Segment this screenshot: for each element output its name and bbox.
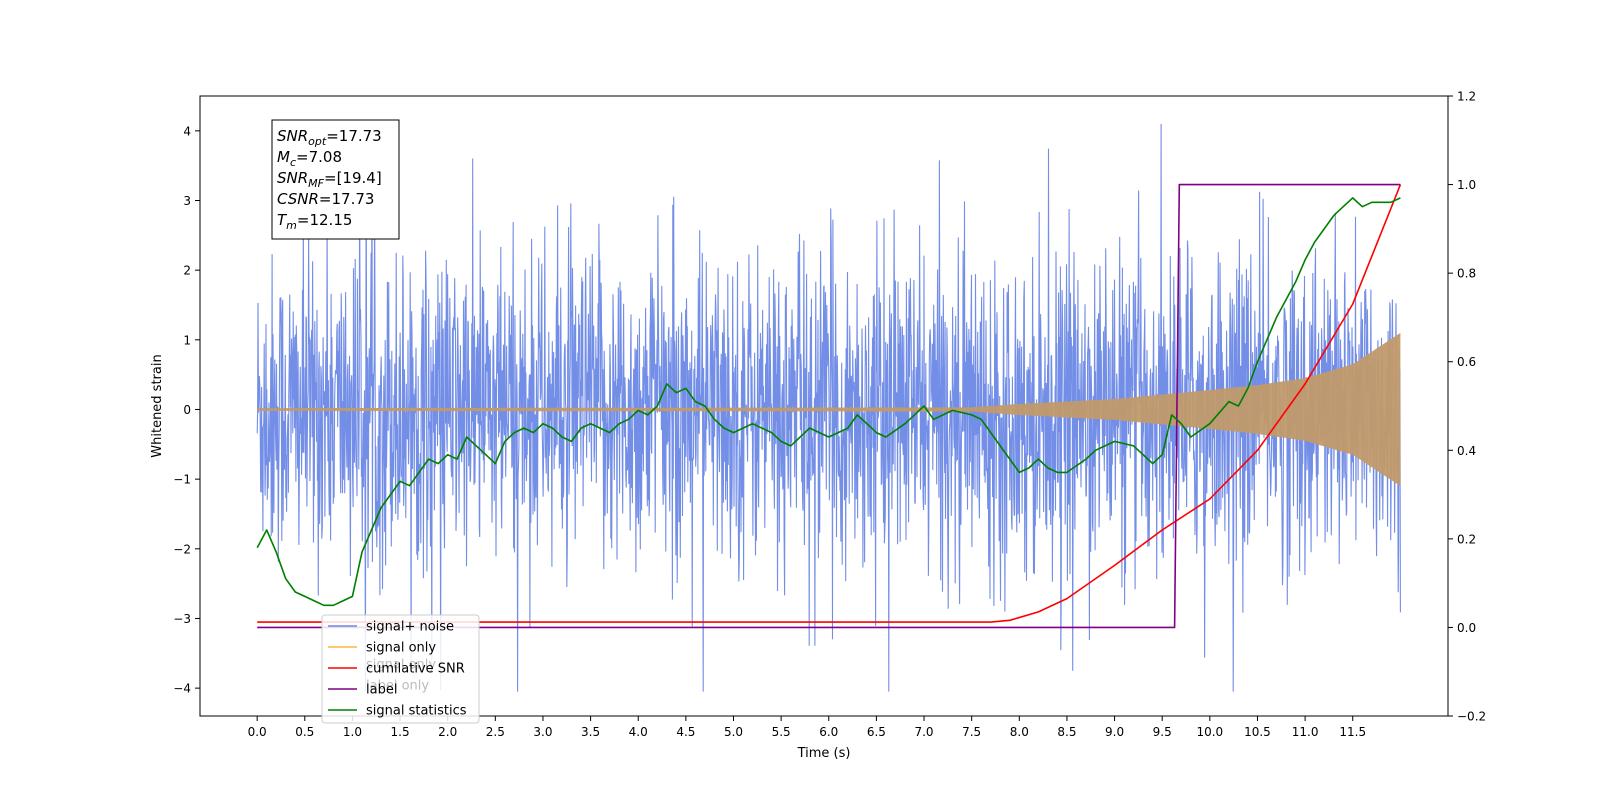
x-tick-label: 8.0 (1010, 725, 1029, 739)
x-tick-label: 4.0 (629, 725, 648, 739)
x-tick-label: 5.5 (772, 725, 791, 739)
x-tick-label: 1.0 (343, 725, 362, 739)
annotation-line: CSNR=17.73 (277, 190, 374, 208)
y-axis-right: 1.2 1.0 0.8 0.6 0.4 0.2 0.0 −0.2 (1448, 90, 1486, 724)
annotation-line: Mc=7.08 (277, 148, 342, 169)
y-tick-label-right: 1.2 (1457, 90, 1476, 104)
annotation-box: SNRopt=17.73Mc=7.08SNRMF=[19.4]CSNR=17.7… (271, 119, 400, 240)
x-tick-label: 5.0 (724, 725, 743, 739)
series-label (257, 183, 1401, 629)
plot-series (256, 123, 1402, 692)
x-tick-label: 4.5 (676, 725, 695, 739)
annotation-line: SNRMF=[19.4] (277, 169, 382, 190)
legend-frame (321, 614, 480, 724)
x-tick-label: 0.0 (248, 725, 267, 739)
x-tick-label: 3.0 (533, 725, 552, 739)
y-tick-label-left: −4 (173, 682, 191, 696)
y-axis-left: 4 3 2 1 0 −1 −2 −3 −4 (173, 124, 200, 696)
x-tick-label: 7.5 (962, 725, 981, 739)
y-tick-label-left: −3 (173, 612, 191, 626)
x-tick-label: 6.5 (867, 725, 886, 739)
annotation-line: SNRopt=17.73 (277, 127, 382, 148)
x-tick-label: 10.0 (1196, 725, 1223, 739)
y-tick-label-left: −2 (173, 542, 191, 556)
legend-label: signal statistics (366, 704, 467, 719)
legend: signal only label only signal+ noise signal… (321, 614, 480, 724)
y-tick-label-left: −1 (173, 473, 191, 487)
x-tick-label: 11.5 (1339, 725, 1366, 739)
legend-ghost-text: signal only (366, 658, 436, 673)
y-axis-label-left: Whitened strain (150, 354, 165, 457)
y-tick-label-left: 4 (183, 124, 191, 138)
y-tick-label-right: 0.2 (1457, 532, 1476, 546)
x-tick-label: 7.0 (914, 725, 933, 739)
x-tick-label: 9.0 (1105, 725, 1124, 739)
series-signal-only (257, 332, 1401, 487)
x-tick-label: 10.5 (1244, 725, 1271, 739)
x-tick-label: 6.0 (819, 725, 838, 739)
y-tick-label-left: 0 (183, 403, 191, 417)
legend-label: signal only (366, 641, 436, 656)
y-tick-label-left: 2 (183, 264, 191, 278)
y-tick-label-left: 3 (183, 194, 191, 208)
legend-label: cumilative SNR (366, 662, 465, 677)
plot-frame (199, 95, 1449, 717)
y-tick-label-right: 0.8 (1457, 267, 1476, 281)
x-tick-label: 2.5 (486, 725, 505, 739)
legend-label: signal+ noise (366, 620, 454, 635)
legend-ghost-text: label only (366, 679, 429, 694)
series-signal-statistics (256, 197, 1401, 607)
y-tick-label-right: 0.4 (1457, 444, 1476, 458)
annotation-line: Tm=12.15 (277, 211, 352, 232)
x-tick-label: 1.5 (391, 725, 410, 739)
x-axis-label: Time (s) (797, 746, 851, 761)
y-tick-label-left: 1 (183, 333, 191, 347)
x-tick-label: 2.0 (438, 725, 457, 739)
x-tick-label: 8.5 (1057, 725, 1076, 739)
series-cumulative-snr (257, 184, 1402, 623)
y-tick-label-right: 1.0 (1457, 178, 1476, 192)
x-tick-label: 3.5 (581, 725, 600, 739)
x-tick-label: 0.5 (295, 725, 314, 739)
y-tick-label-right: −0.2 (1457, 710, 1486, 724)
annotation-frame (271, 119, 400, 240)
y-tick-label-right: 0.0 (1457, 621, 1476, 635)
x-axis: 0.0 0.5 1.0 1.5 2.0 2.5 3.0 3.5 4.0 4.5 5.0 5.5 6.0 6… (248, 716, 1366, 739)
y-tick-label-right: 0.6 (1457, 355, 1476, 369)
x-tick-label: 11.0 (1292, 725, 1319, 739)
legend-label: label (366, 683, 397, 698)
x-tick-label: 9.5 (1153, 725, 1172, 739)
